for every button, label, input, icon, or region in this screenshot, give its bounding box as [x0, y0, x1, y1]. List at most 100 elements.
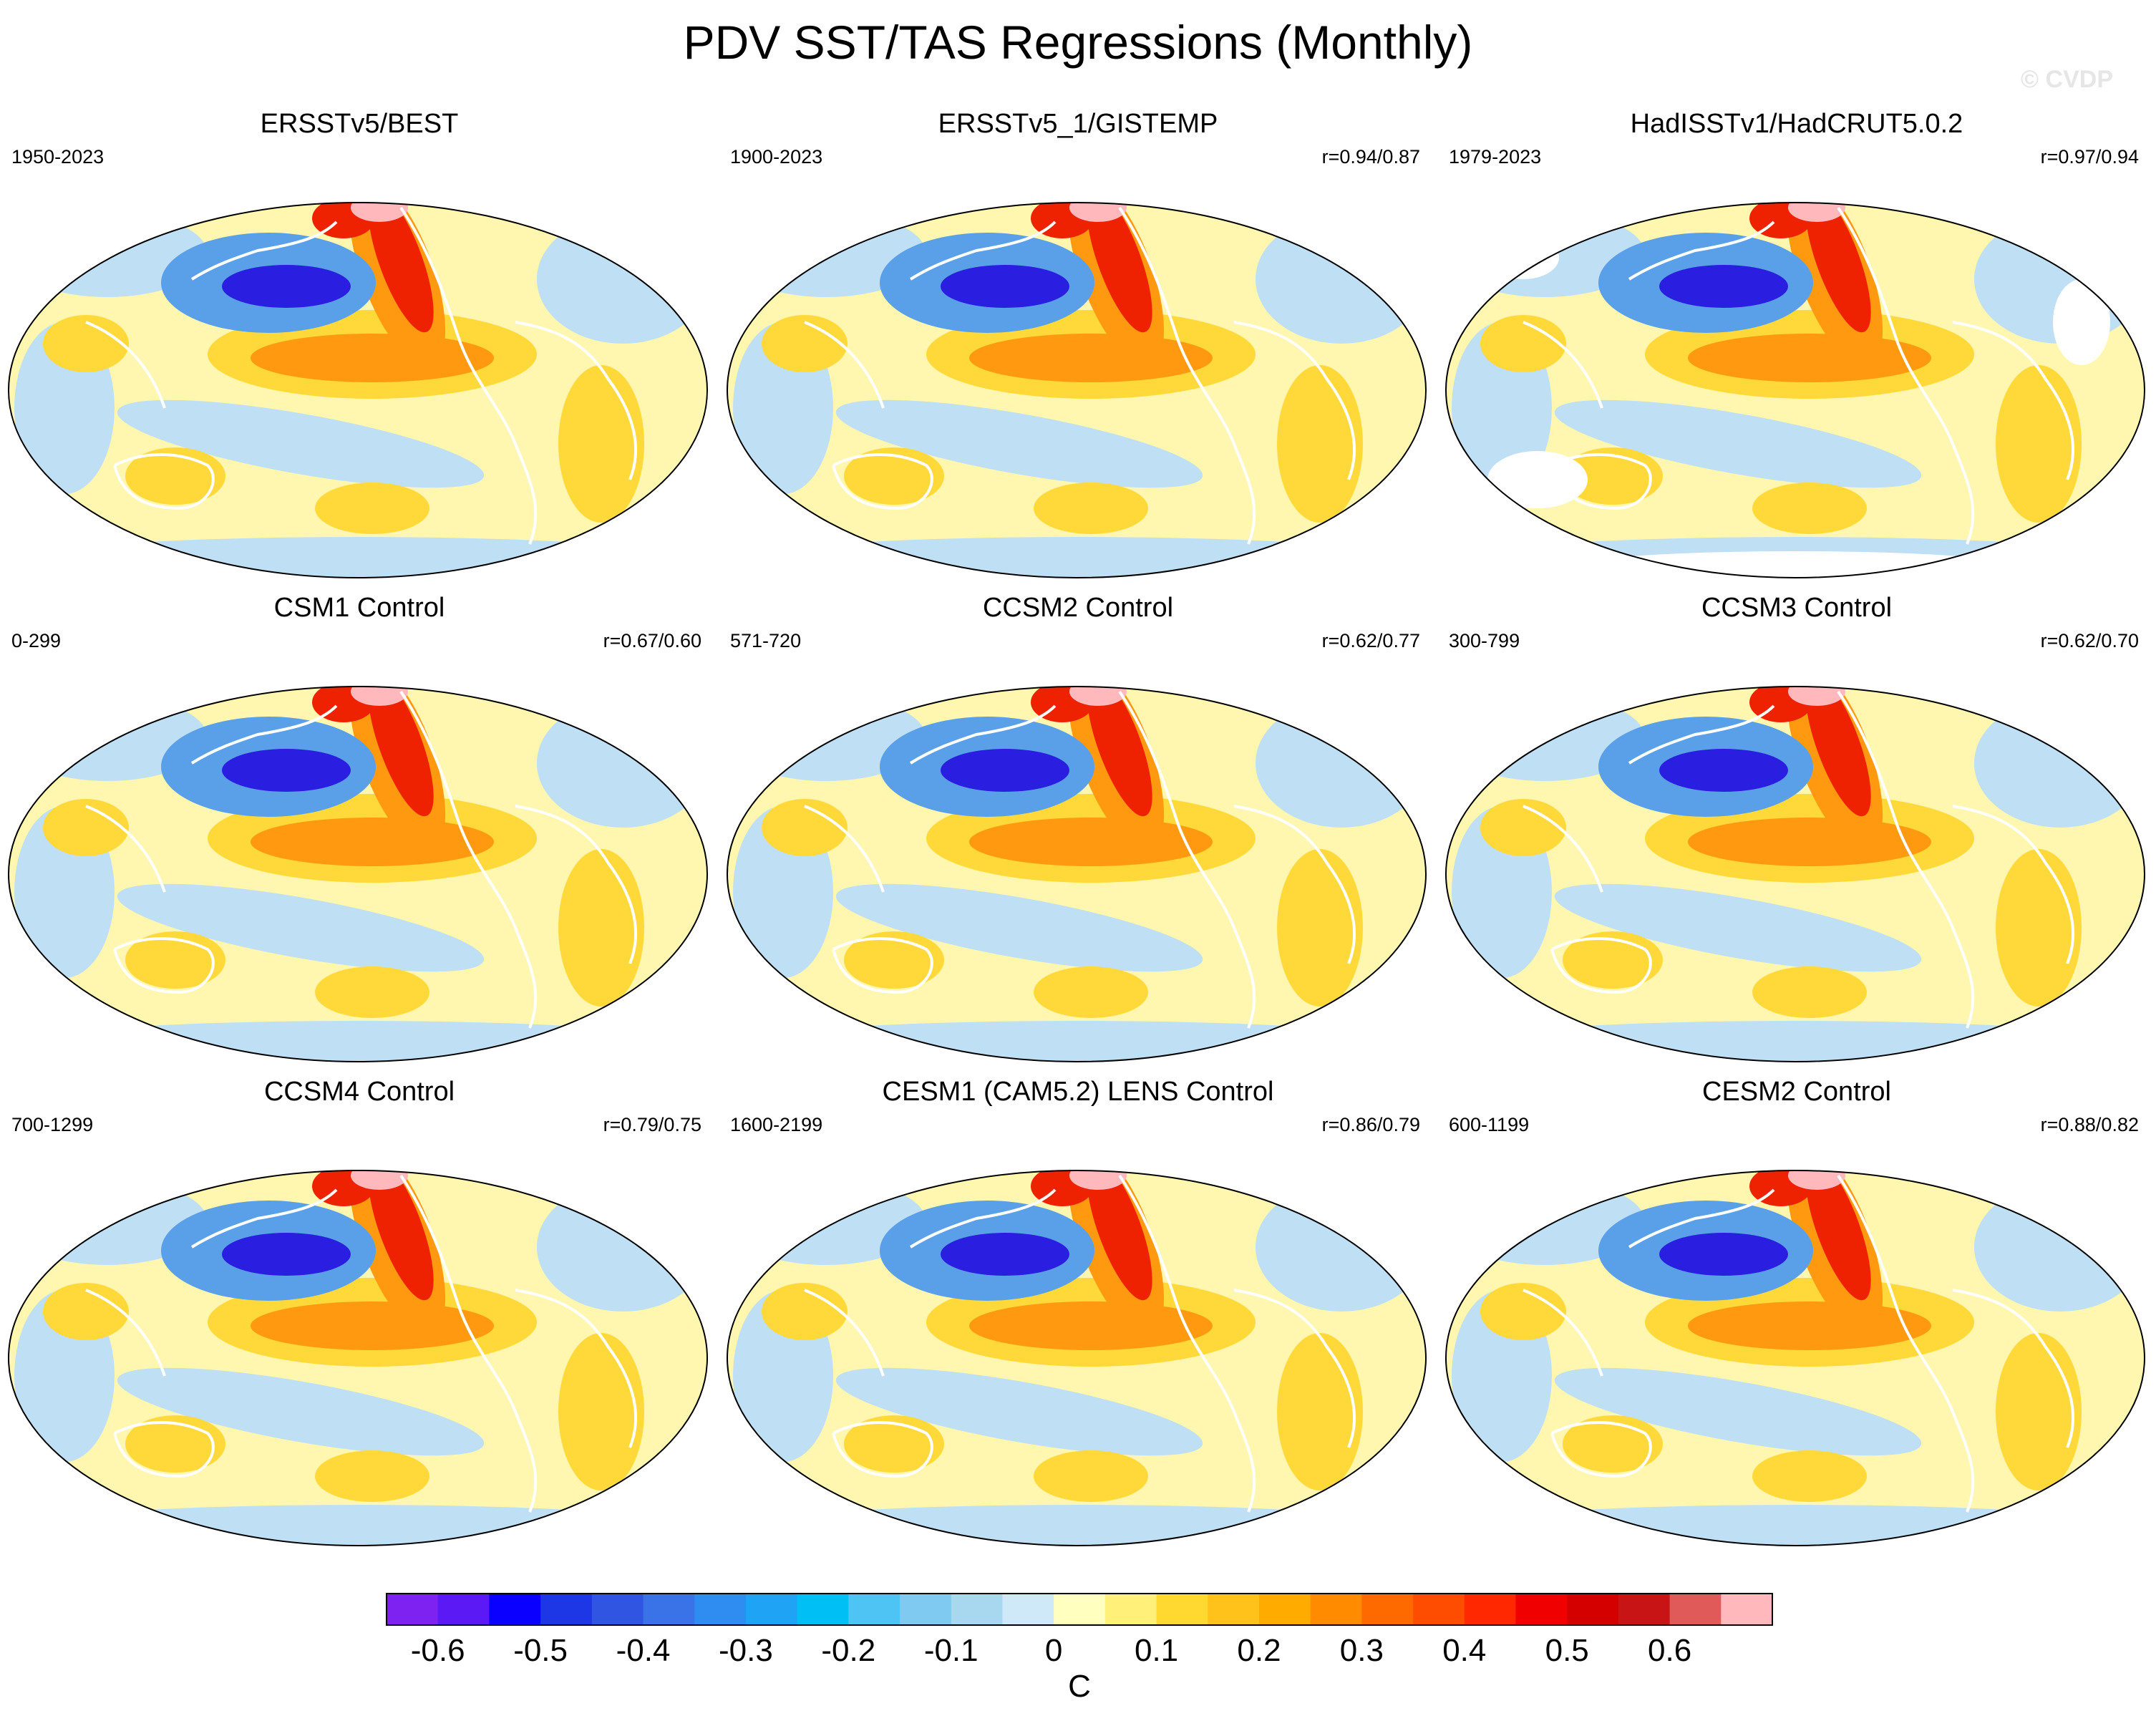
- map-anomaly-region: [315, 1450, 429, 1502]
- colorbar-swatch: [1054, 1594, 1106, 1625]
- map-panel: HadISSTv1/HadCRUT5.0.2 1979-2023 r=0.97/…: [1437, 107, 2156, 588]
- panel-title: ERSSTv5/BEST: [260, 109, 459, 139]
- coastline: [1523, 805, 1603, 893]
- colorbar-tick-label: -0.1: [924, 1633, 979, 1668]
- panel-correlation: r=0.86/0.79: [1321, 1114, 1420, 1135]
- map-border: [1445, 1170, 2145, 1546]
- panel-correlation: r=0.79/0.75: [603, 1114, 701, 1135]
- map-anomaly-region: [1659, 749, 1788, 792]
- map-anomaly-region: [941, 1233, 1069, 1276]
- colorbar-swatch: [1104, 1594, 1157, 1625]
- coastline: [85, 1289, 166, 1377]
- coastline: [1233, 1289, 1356, 1448]
- colorbar-units: C: [1068, 1669, 1091, 1704]
- coastline: [113, 937, 215, 994]
- regression-map: [1445, 202, 2145, 578]
- colorbar-swatch: [1721, 1594, 1773, 1625]
- colorbar-tick-label: -0.6: [411, 1633, 465, 1668]
- colorbar-swatch: [1258, 1594, 1311, 1625]
- coastline: [85, 321, 166, 409]
- coastline: [190, 220, 338, 281]
- map-anomaly-region: [1752, 483, 1867, 534]
- colorbar-swatch: [1310, 1594, 1362, 1625]
- colorbar-tick-label: 0: [1045, 1633, 1062, 1668]
- coastline: [832, 453, 933, 510]
- map-panel: CCSM2 Control 571-720 r=0.62/0.77: [719, 591, 1437, 1072]
- coastline: [909, 220, 1057, 281]
- map-anomaly-region: [1034, 483, 1148, 534]
- regression-map: [727, 1170, 1427, 1546]
- panel-period: 1900-2023: [730, 146, 823, 168]
- map-border: [1445, 202, 2145, 578]
- regression-map: [727, 202, 1427, 578]
- map-anomaly-region: [1034, 1450, 1148, 1502]
- colorbar-tick-label: 0.1: [1135, 1633, 1178, 1668]
- coastline: [804, 321, 885, 409]
- map-anomaly-region: [43, 315, 129, 372]
- map-panel: ERSSTv5_1/GISTEMP 1900-2023 r=0.94/0.87: [719, 107, 1437, 588]
- colorbar-swatch: [591, 1594, 644, 1625]
- coastline: [1523, 321, 1603, 409]
- coastline: [190, 1188, 338, 1249]
- colorbar-outline: [386, 1593, 1773, 1626]
- map-anomaly-region: [351, 203, 408, 222]
- map-anomaly-region: [222, 1233, 351, 1276]
- colorbar-swatch: [489, 1594, 541, 1625]
- panel-title: CESM2 Control: [1702, 1077, 1891, 1107]
- colorbar-swatch: [643, 1594, 695, 1625]
- coastline: [190, 704, 338, 765]
- colorbar-swatch: [1413, 1594, 1465, 1625]
- coastline: [1952, 1289, 2074, 1448]
- map-anomaly-region: [835, 399, 1203, 488]
- colorbar-tick-label: 0.4: [1442, 1633, 1486, 1668]
- colorbar-tick-label: -0.3: [719, 1633, 773, 1668]
- coastline: [515, 1289, 637, 1448]
- colorbar-swatch: [1464, 1594, 1516, 1625]
- colorbar-swatch: [387, 1594, 439, 1625]
- coastline: [1837, 690, 1975, 1029]
- colorbar-swatch: [1618, 1594, 1671, 1625]
- panel-period: 571-720: [730, 630, 802, 651]
- colorbar-swatch: [1208, 1594, 1260, 1625]
- map-anomaly-region: [762, 1283, 848, 1340]
- panel-period: 1950-2023: [11, 146, 105, 168]
- panel-title: HadISSTv1/HadCRUT5.0.2: [1630, 109, 1963, 139]
- colorbar-tick-label: 0.6: [1648, 1633, 1691, 1668]
- coastline: [1118, 1174, 1256, 1513]
- map-anomaly-region: [1659, 1233, 1788, 1276]
- colorbar-tick-label: -0.4: [616, 1633, 671, 1668]
- map-anomaly-region: [1752, 966, 1867, 1018]
- colorbar-tick-label: 0.3: [1340, 1633, 1384, 1668]
- panel-correlation: r=0.62/0.70: [2040, 630, 2139, 651]
- panel-title: ERSSTv5_1/GISTEMP: [938, 109, 1218, 139]
- coastline: [1550, 937, 1652, 994]
- map-anomaly-region: [1752, 1450, 1867, 1502]
- map-anomaly-region: [351, 1170, 408, 1190]
- map-panel: CCSM4 Control 700-1299 r=0.79/0.75: [0, 1075, 719, 1556]
- map-anomaly-region: [315, 483, 429, 534]
- map-anomaly-region: [1788, 687, 1845, 706]
- map-anomaly-region: [1805, 203, 1871, 333]
- regression-map: [8, 1170, 708, 1546]
- panel-period: 1979-2023: [1449, 146, 1542, 168]
- colorbar-swatch: [694, 1594, 747, 1625]
- map-anomaly-region: [1069, 203, 1127, 222]
- map-anomaly-region: [835, 883, 1203, 972]
- panel-title: CCSM3 Control: [1701, 593, 1893, 623]
- watermark: © CVDP: [2021, 66, 2113, 93]
- coastline: [1233, 321, 1356, 480]
- map-anomaly-region: [1554, 399, 1922, 488]
- coastline: [804, 805, 885, 893]
- panel-period: 600-1199: [1449, 1114, 1530, 1135]
- colorbar-swatch: [1669, 1594, 1722, 1625]
- map-anomaly-region: [1087, 687, 1152, 817]
- colorbar-swatch: [951, 1594, 1003, 1625]
- map-anomaly-region: [762, 799, 848, 856]
- map-anomaly-region: [43, 1283, 129, 1340]
- map-anomaly-region: [835, 1367, 1203, 1456]
- map-anomaly-region: [1034, 966, 1148, 1018]
- coastline: [1628, 1188, 1775, 1249]
- map-anomaly-region: [1480, 315, 1566, 372]
- map-panel: ERSSTv5/BEST 1950-2023: [0, 107, 719, 588]
- panel-period: 300-799: [1449, 630, 1520, 651]
